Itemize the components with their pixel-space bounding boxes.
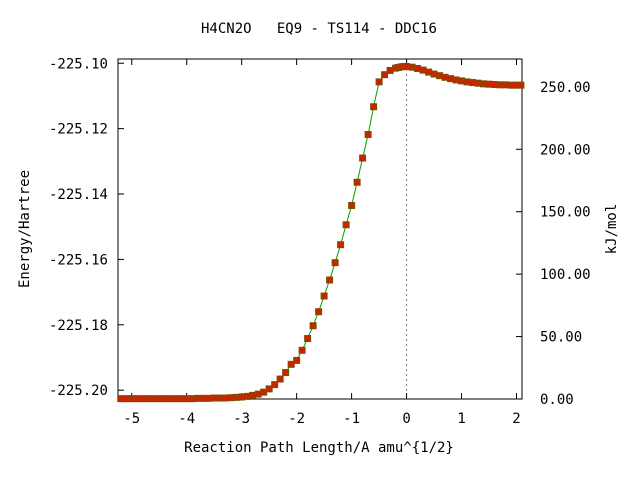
axis-tick-labels: -5 -4 -3 -2 -1 0 1 2 -225.10 -225.12 -225.14 -225.1… [49, 56, 591, 427]
data-point [326, 276, 334, 284]
y-axis-label-left: Energy/Hartree [17, 170, 33, 288]
data-point-markers [117, 63, 525, 403]
y-right-tick-label: 250.00 [540, 80, 591, 96]
y-right-tick-label: 200.00 [540, 142, 591, 158]
data-point [375, 78, 383, 86]
x-tick-label: -1 [343, 411, 360, 427]
x-tick-label: -5 [123, 411, 140, 427]
x-axis-label: Reaction Path Length/A amu^{1/2} [184, 440, 454, 456]
x-tick-label: -4 [178, 411, 195, 427]
data-point [331, 259, 339, 267]
data-point [271, 381, 279, 389]
chart-title: H4CN2O EQ9 - TS114 - DDC16 [201, 21, 437, 37]
y-right-tick-label: 0.00 [540, 392, 574, 408]
axis-ticks [118, 59, 522, 400]
y-left-tick-label: -225.20 [49, 383, 108, 399]
y-right-tick-label: 150.00 [540, 205, 591, 221]
data-point [315, 308, 323, 316]
data-point [337, 241, 345, 249]
x-tick-label: -3 [233, 411, 250, 427]
energy-curve-line [120, 66, 521, 400]
data-point [298, 346, 306, 354]
data-point [370, 103, 378, 111]
data-point [364, 131, 372, 139]
x-tick-label: 2 [512, 411, 520, 427]
y-left-tick-label: -225.18 [49, 318, 108, 334]
y-left-tick-label: -225.12 [49, 122, 108, 138]
data-point [293, 356, 301, 364]
y-axis-label-right: kJ/mol [604, 204, 620, 255]
data-point [359, 154, 367, 162]
data-point [309, 322, 317, 330]
x-tick-label: 1 [457, 411, 465, 427]
data-point [265, 385, 273, 393]
data-point [304, 335, 312, 343]
plot-area-frame [117, 58, 523, 400]
data-point [276, 375, 284, 383]
data-point [348, 201, 356, 209]
data-point [287, 360, 295, 368]
y-left-tick-label: -225.10 [49, 56, 108, 72]
data-point [381, 71, 389, 79]
y-left-tick-label: -225.14 [49, 187, 108, 203]
y-left-tick-label: -225.16 [49, 252, 108, 268]
y-right-tick-label: 100.00 [540, 267, 591, 283]
y-right-tick-label: 50.00 [540, 330, 582, 346]
data-point [517, 81, 525, 89]
data-point [353, 178, 361, 186]
x-tick-label: 0 [402, 411, 410, 427]
data-point [342, 221, 350, 229]
x-tick-label: -2 [288, 411, 305, 427]
data-point [282, 369, 290, 377]
data-point [320, 292, 328, 300]
